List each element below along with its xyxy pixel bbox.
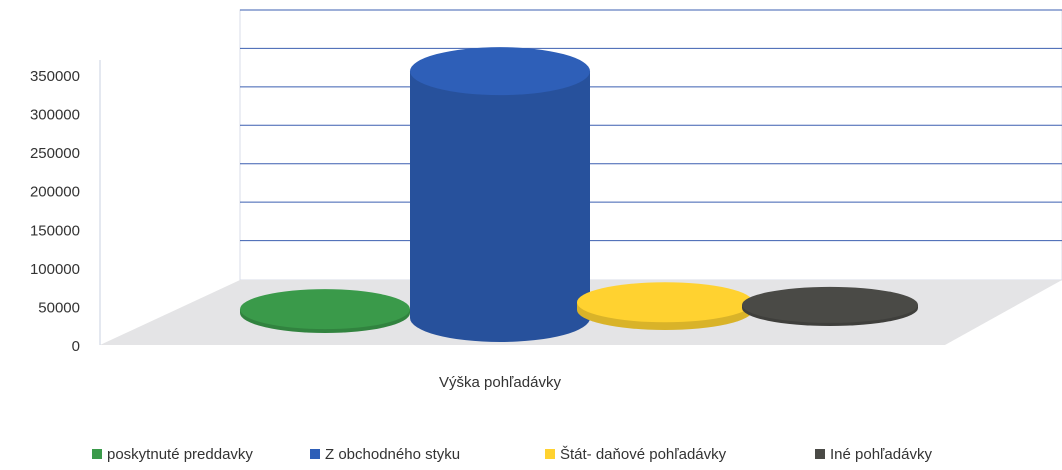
y-tick-label: 100000: [30, 261, 80, 278]
legend-label: Iné pohľadávky: [830, 446, 932, 463]
legend-swatch: [92, 449, 102, 459]
y-tick-label: 300000: [30, 107, 80, 124]
cylinder-body: [410, 71, 590, 343]
y-tick-label: 200000: [30, 184, 80, 201]
cylinder-top: [742, 286, 918, 323]
y-tick-label: 0: [72, 338, 80, 355]
legend-swatch: [545, 449, 555, 459]
legend-label: Z obchodného styku: [325, 446, 460, 463]
x-tick-label: Výška pohľadávky: [439, 374, 561, 391]
cylinder-top: [410, 47, 590, 96]
cylinder: [240, 289, 410, 333]
y-tick-label: 50000: [38, 299, 80, 316]
cylinder: [410, 47, 590, 343]
cylinder-top: [240, 289, 410, 330]
y-tick-label: 350000: [30, 68, 80, 85]
cylinder: [742, 286, 918, 326]
cylinder-top: [577, 282, 753, 323]
cylinder: [577, 282, 753, 330]
legend-swatch: [310, 449, 320, 459]
legend-label: Štát- daňové pohľadávky: [560, 446, 727, 463]
back-wall: [239, 9, 1062, 281]
legend-swatch: [815, 449, 825, 459]
y-tick-label: 150000: [30, 222, 80, 239]
legend-label: poskytnuté preddavky: [107, 446, 253, 463]
y-tick-label: 250000: [30, 145, 80, 162]
